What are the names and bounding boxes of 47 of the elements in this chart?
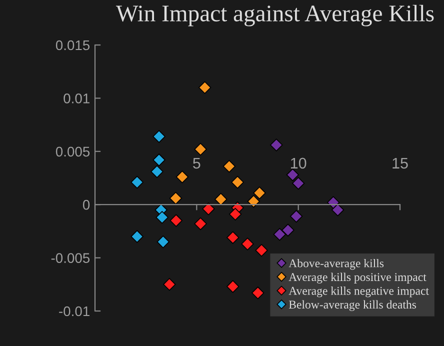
point	[163, 278, 176, 291]
point	[156, 236, 170, 248]
point	[202, 202, 215, 216]
point	[241, 238, 254, 250]
point	[176, 170, 189, 184]
point	[282, 224, 294, 236]
point	[286, 168, 299, 182]
point	[150, 165, 164, 178]
point	[226, 231, 240, 244]
point	[228, 208, 242, 220]
point	[194, 142, 207, 156]
point	[170, 214, 182, 227]
point	[255, 244, 268, 257]
y-tick-label: 0	[82, 200, 90, 210]
point	[156, 211, 168, 224]
point	[231, 176, 244, 189]
point	[273, 228, 286, 241]
x-tick-label: 10	[291, 158, 306, 169]
legend-label: Below-average kills deaths	[288, 300, 416, 312]
point	[292, 177, 305, 190]
point	[194, 217, 207, 230]
point	[331, 204, 344, 216]
chart-title: Win Impact against Average Kills	[116, 4, 434, 26]
legend-label: Above-average kills	[288, 258, 384, 270]
y-tick-label: -0.01	[59, 306, 90, 316]
point	[198, 81, 212, 94]
point	[152, 154, 166, 166]
y-tick-label: -0.005	[51, 253, 90, 263]
point	[270, 138, 283, 152]
point	[130, 176, 144, 189]
point	[247, 195, 260, 208]
point	[169, 192, 182, 205]
point	[214, 192, 228, 206]
x-tick-label: 15	[392, 158, 408, 169]
y-tick-label: 0.01	[64, 94, 90, 104]
point	[253, 186, 266, 200]
point	[152, 130, 166, 143]
y-tick-label: 0.005	[56, 146, 90, 157]
point	[222, 160, 236, 173]
point	[130, 230, 144, 243]
legend-label: Average kills positive impact	[288, 272, 426, 284]
y-tick-label: 0.015	[56, 40, 90, 50]
point	[226, 280, 240, 293]
point	[252, 286, 264, 300]
x-tick-label: 5	[193, 158, 200, 169]
legend-label: Average kills negative impact	[288, 286, 429, 298]
point	[290, 210, 303, 223]
